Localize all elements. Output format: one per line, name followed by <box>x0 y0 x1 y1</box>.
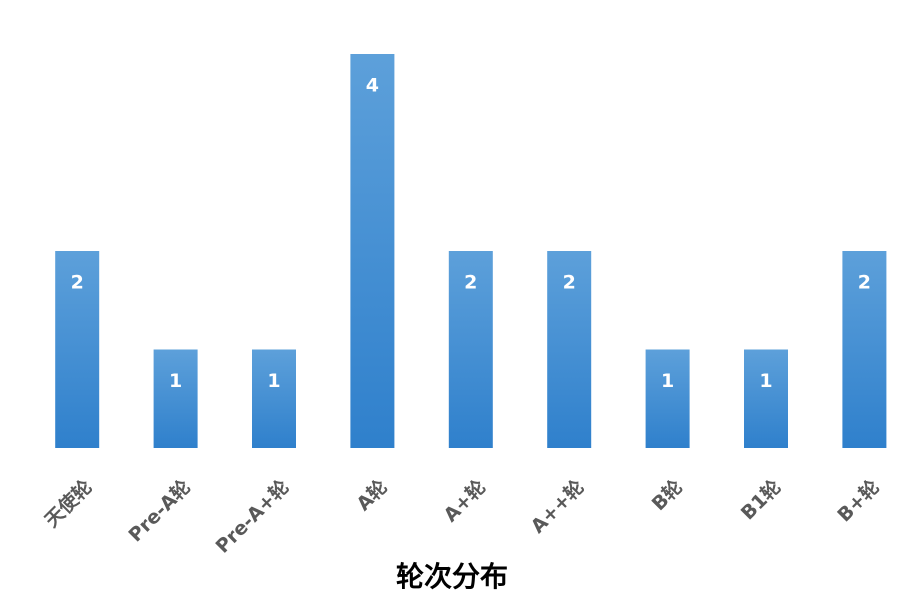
value-label: 2 <box>464 272 477 294</box>
value-label: 1 <box>267 370 280 392</box>
value-label: 1 <box>169 370 182 392</box>
x-tick-label: B轮 <box>647 475 687 515</box>
value-label: 4 <box>366 75 379 97</box>
value-label: 2 <box>563 272 576 294</box>
bar <box>55 251 100 448</box>
x-tick-label: A+轮 <box>439 475 490 526</box>
value-label: 1 <box>759 370 772 392</box>
x-tick-label: A轮 <box>352 475 392 515</box>
bar <box>153 349 198 448</box>
x-tick-label: 天使轮 <box>40 475 97 532</box>
bar <box>645 349 690 448</box>
x-tick-label: B+轮 <box>833 475 884 526</box>
x-tick-label: Pre-A轮 <box>124 475 195 546</box>
value-label: 1 <box>661 370 674 392</box>
bar <box>842 251 887 448</box>
x-tick-label: Pre-A+轮 <box>211 475 294 558</box>
bar <box>547 251 592 448</box>
chart-title: 轮次分布 <box>396 560 508 593</box>
bar <box>744 349 788 448</box>
value-label: 2 <box>858 272 871 294</box>
x-tick-label: A++轮 <box>526 475 589 538</box>
value-label: 2 <box>71 272 84 294</box>
bar <box>252 349 296 448</box>
bar <box>448 251 493 448</box>
bar <box>350 54 395 448</box>
x-tick-label: B1轮 <box>736 475 785 524</box>
